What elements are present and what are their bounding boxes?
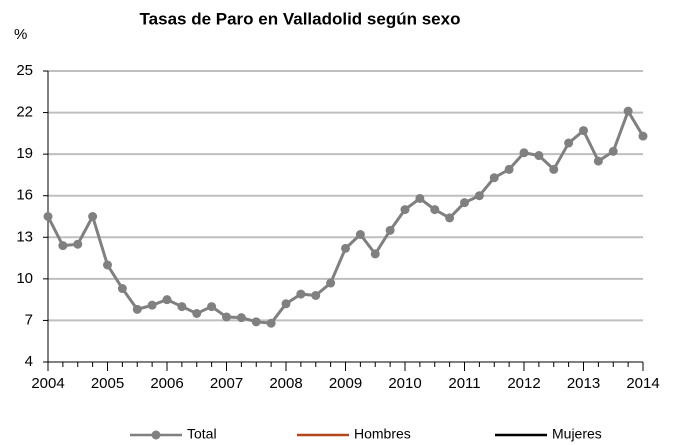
point (474, 191, 484, 201)
point (593, 156, 603, 166)
y-tick-label: 4 (25, 353, 33, 370)
y-tick-label: 13 (16, 228, 33, 245)
point (608, 146, 618, 156)
point (519, 148, 529, 158)
x-tick-label: 2004 (31, 375, 64, 392)
chart-title: Tasas de Paro en Valladolid según sexo (140, 9, 461, 28)
point (162, 295, 172, 305)
point (177, 302, 187, 312)
y-tick-label: 7 (25, 311, 33, 328)
x-tick-label: 2012 (507, 375, 540, 392)
point (623, 106, 633, 116)
point (400, 205, 410, 215)
point (341, 243, 350, 253)
y-tick-label: 22 (16, 104, 33, 121)
series-line (46, 107, 645, 325)
point (296, 289, 306, 299)
y-tick-label: 19 (16, 145, 33, 162)
y-axis-label: % (14, 26, 27, 43)
legend-label: Total (187, 426, 217, 442)
point (445, 213, 455, 223)
legend-marker (151, 430, 161, 440)
x-tick-label: 2011 (448, 375, 480, 392)
point (326, 278, 336, 288)
x-tick-label: 2008 (269, 375, 302, 392)
y-tick-label: 16 (16, 187, 33, 204)
point (207, 302, 217, 312)
point (43, 212, 53, 221)
point (103, 260, 112, 270)
legend-label: Mujeres (552, 426, 602, 442)
x-tick-label: 2006 (150, 375, 183, 392)
x-tick-label: 2007 (210, 375, 243, 392)
point (58, 241, 68, 251)
point (222, 312, 231, 322)
point (489, 173, 499, 183)
point (415, 193, 425, 203)
point (355, 230, 365, 240)
point (564, 138, 574, 148)
point (370, 249, 380, 259)
point (504, 164, 514, 174)
point (73, 239, 83, 249)
y-tick-label: 25 (16, 62, 33, 79)
point (430, 205, 440, 215)
point (117, 284, 127, 294)
point (147, 300, 157, 310)
point (534, 151, 544, 161)
x-tick-label: 2013 (567, 375, 600, 392)
point (638, 131, 648, 141)
point (132, 304, 142, 314)
legend-label: Hombres (354, 426, 411, 442)
point (311, 290, 321, 300)
point (281, 299, 291, 309)
x-tick-label: 2005 (91, 375, 124, 392)
y-tick-label: 10 (16, 270, 33, 287)
point (251, 317, 261, 327)
point (88, 212, 98, 221)
point (266, 318, 276, 328)
point (549, 164, 559, 174)
point (385, 225, 395, 235)
x-tick-label: 2009 (329, 375, 362, 392)
point (460, 198, 469, 208)
x-tick-label: 2014 (626, 375, 659, 392)
point (579, 126, 588, 136)
point (192, 309, 202, 318)
x-tick-label: 2010 (388, 375, 421, 392)
point (236, 313, 246, 323)
